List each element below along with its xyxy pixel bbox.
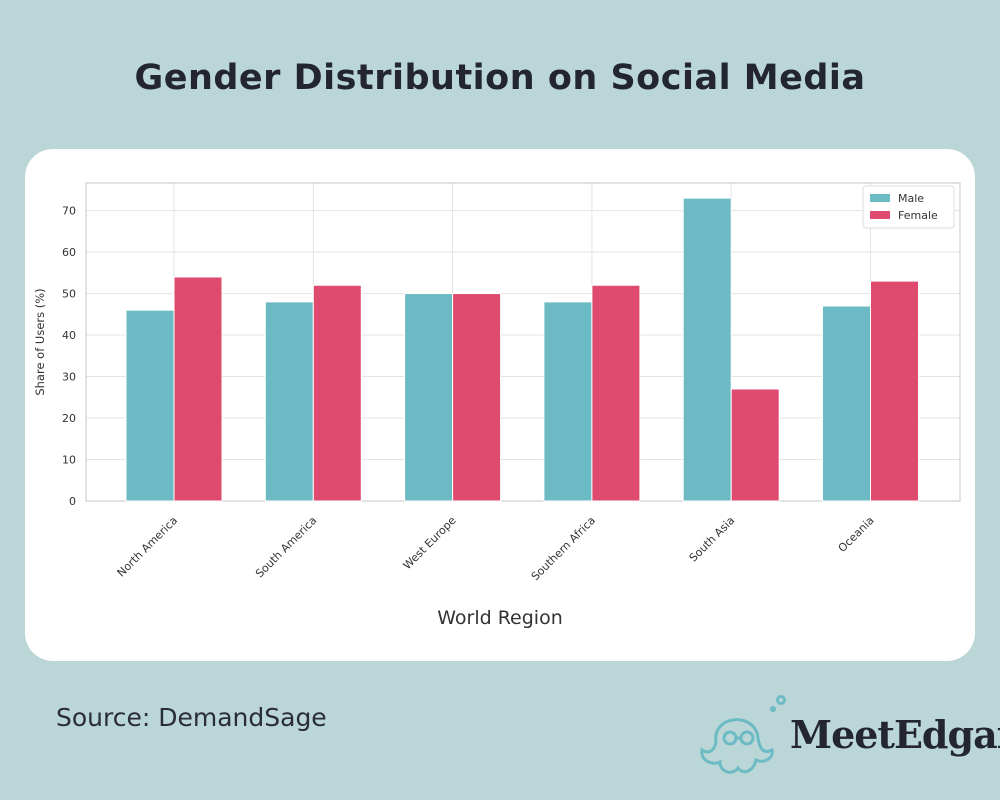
y-tick-label: 40 bbox=[62, 329, 76, 342]
source-text: Source: DemandSage bbox=[56, 703, 327, 732]
x-tick-label: Southern Africa bbox=[529, 514, 598, 583]
bar-male bbox=[125, 309, 175, 502]
bar-male bbox=[264, 301, 314, 502]
y-tick-label: 50 bbox=[62, 288, 76, 301]
page-title: Gender Distribution on Social Media bbox=[134, 58, 866, 98]
y-tick-label: 20 bbox=[62, 412, 76, 425]
bar-female bbox=[591, 284, 641, 502]
bar-female bbox=[452, 293, 502, 502]
x-tick-label: Oceania bbox=[836, 514, 877, 555]
x-axis-label: World Region bbox=[437, 607, 563, 629]
bar-male bbox=[404, 293, 454, 502]
legend-swatch-female bbox=[870, 211, 890, 219]
legend-swatch-male bbox=[870, 194, 890, 202]
bar-male bbox=[822, 305, 871, 502]
bar-female bbox=[870, 280, 919, 502]
y-tick-label: 0 bbox=[69, 495, 76, 508]
y-axis-label: Share of Users (%) bbox=[33, 288, 47, 395]
bar-male bbox=[543, 301, 593, 502]
y-tick-label: 10 bbox=[62, 454, 76, 467]
bar-male bbox=[682, 197, 732, 502]
bar-chart: 0 10 20 30 40 50 60 70 North America South Americ… bbox=[33, 182, 961, 629]
bar-female bbox=[173, 276, 223, 502]
y-tick-label: 60 bbox=[62, 246, 76, 259]
bar-female bbox=[730, 388, 780, 502]
legend-label: Male bbox=[898, 192, 924, 205]
x-tick-label: North America bbox=[115, 514, 181, 580]
legend-label: Female bbox=[898, 209, 938, 222]
x-tick-label: South Asia bbox=[687, 514, 738, 565]
chart-card: 0 10 20 30 40 50 60 70 North America South Americ… bbox=[25, 149, 975, 661]
plot-frame bbox=[85, 182, 961, 502]
logo: MeetEdgar bbox=[694, 692, 1000, 782]
x-tick-label: South America bbox=[253, 514, 319, 580]
y-tick-label: 70 bbox=[62, 205, 76, 218]
bar-female bbox=[312, 284, 362, 502]
x-tick-label: West Europe bbox=[401, 514, 459, 572]
y-tick-label: 30 bbox=[62, 371, 76, 384]
logo-text: MeetEdgar bbox=[790, 712, 1000, 757]
octopus-icon bbox=[700, 695, 786, 774]
